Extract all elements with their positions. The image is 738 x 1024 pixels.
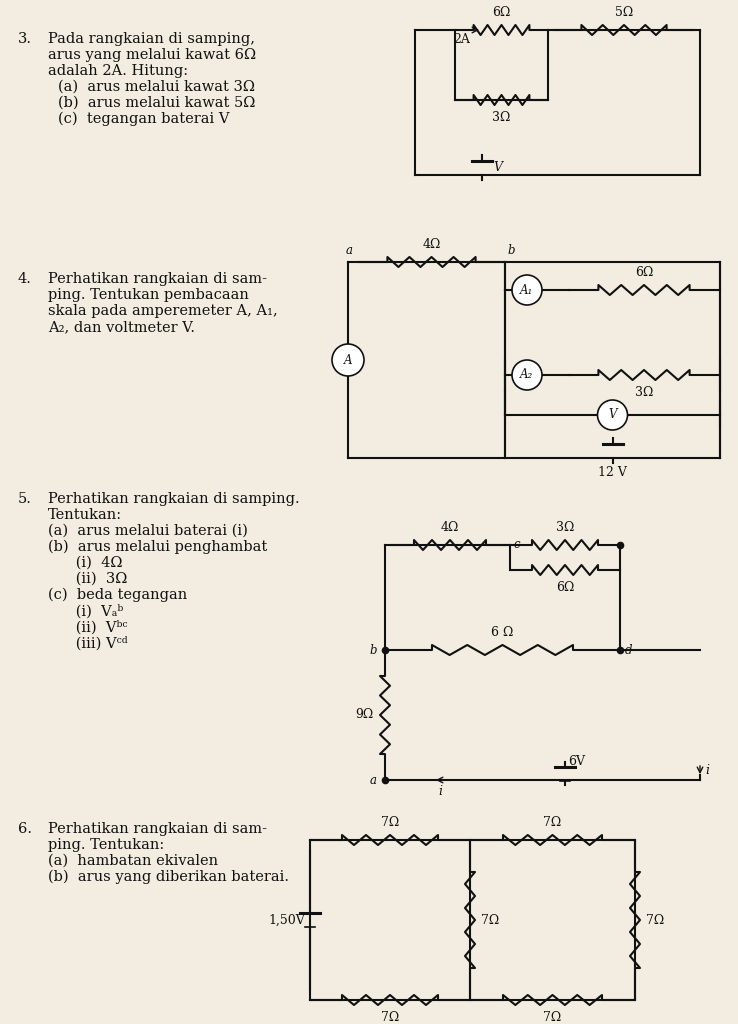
Text: (i)  4Ω: (i) 4Ω bbox=[48, 556, 123, 570]
Text: A₂, dan voltmeter V.: A₂, dan voltmeter V. bbox=[48, 319, 195, 334]
Text: 5.: 5. bbox=[18, 492, 32, 506]
Text: (b)  arus melalui penghambat: (b) arus melalui penghambat bbox=[48, 540, 267, 554]
Circle shape bbox=[332, 344, 364, 376]
Text: A: A bbox=[344, 353, 352, 367]
Text: (b)  arus melalui kawat 5Ω: (b) arus melalui kawat 5Ω bbox=[58, 96, 255, 110]
Circle shape bbox=[512, 275, 542, 305]
Text: (ii)  3Ω: (ii) 3Ω bbox=[48, 572, 128, 586]
Text: (b)  arus yang diberikan baterai.: (b) arus yang diberikan baterai. bbox=[48, 870, 289, 885]
Text: 3Ω: 3Ω bbox=[492, 111, 511, 124]
Circle shape bbox=[512, 360, 542, 390]
Text: 12 V: 12 V bbox=[598, 466, 627, 479]
Text: 6.: 6. bbox=[18, 822, 32, 836]
Text: i: i bbox=[438, 785, 442, 798]
Text: (a)  arus melalui baterai (i): (a) arus melalui baterai (i) bbox=[48, 524, 248, 538]
Text: 6V: 6V bbox=[568, 755, 585, 768]
Text: adalah 2A. Hitung:: adalah 2A. Hitung: bbox=[48, 63, 188, 78]
Text: 3Ω: 3Ω bbox=[635, 386, 653, 399]
Text: 9Ω: 9Ω bbox=[356, 709, 374, 722]
Text: A₁: A₁ bbox=[520, 284, 534, 297]
Text: arus yang melalui kawat 6Ω: arus yang melalui kawat 6Ω bbox=[48, 48, 256, 62]
Text: (a)  arus melalui kawat 3Ω: (a) arus melalui kawat 3Ω bbox=[58, 80, 255, 94]
Text: c: c bbox=[513, 539, 520, 552]
Text: 3Ω: 3Ω bbox=[556, 521, 574, 534]
Text: Perhatikan rangkaian di samping.: Perhatikan rangkaian di samping. bbox=[48, 492, 300, 506]
Text: 4Ω: 4Ω bbox=[422, 238, 441, 251]
Text: (c)  beda tegangan: (c) beda tegangan bbox=[48, 588, 187, 602]
Text: (i)  Vₐᵇ: (i) Vₐᵇ bbox=[48, 604, 123, 618]
Text: d: d bbox=[625, 643, 632, 656]
Text: a: a bbox=[370, 773, 377, 786]
Text: 3.: 3. bbox=[18, 32, 32, 46]
Circle shape bbox=[598, 400, 627, 430]
Text: 6Ω: 6Ω bbox=[556, 581, 574, 594]
Text: A₂: A₂ bbox=[520, 369, 534, 382]
Text: 5Ω: 5Ω bbox=[615, 6, 633, 19]
Text: ping. Tentukan:: ping. Tentukan: bbox=[48, 838, 165, 852]
Text: Pada rangkaian di samping,: Pada rangkaian di samping, bbox=[48, 32, 255, 46]
Text: skala pada amperemeter A, A₁,: skala pada amperemeter A, A₁, bbox=[48, 304, 277, 318]
Text: 7Ω: 7Ω bbox=[381, 816, 399, 829]
Text: (ii)  Vᵇᶜ: (ii) Vᵇᶜ bbox=[48, 620, 128, 634]
Text: Perhatikan rangkaian di sam-: Perhatikan rangkaian di sam- bbox=[48, 272, 267, 286]
Text: 7Ω: 7Ω bbox=[646, 913, 664, 927]
Text: i: i bbox=[705, 764, 709, 776]
Text: 4Ω: 4Ω bbox=[441, 521, 459, 534]
Text: b: b bbox=[508, 244, 516, 257]
Text: Perhatikan rangkaian di sam-: Perhatikan rangkaian di sam- bbox=[48, 822, 267, 836]
Text: 7Ω: 7Ω bbox=[543, 1011, 562, 1024]
Text: b: b bbox=[370, 643, 377, 656]
Text: ping. Tentukan pembacaan: ping. Tentukan pembacaan bbox=[48, 288, 249, 302]
Text: 6Ω: 6Ω bbox=[492, 6, 511, 19]
Text: 6 Ω: 6 Ω bbox=[492, 626, 514, 639]
Text: 1,50V: 1,50V bbox=[268, 913, 305, 927]
Text: (a)  hambatan ekivalen: (a) hambatan ekivalen bbox=[48, 854, 218, 868]
Text: V: V bbox=[608, 409, 617, 422]
Text: a: a bbox=[346, 244, 353, 257]
Text: 2A: 2A bbox=[453, 33, 470, 46]
Text: 4.: 4. bbox=[18, 272, 32, 286]
Text: (iii) Vᶜᵈ: (iii) Vᶜᵈ bbox=[48, 636, 128, 650]
Text: 6Ω: 6Ω bbox=[635, 266, 653, 279]
Text: 7Ω: 7Ω bbox=[543, 816, 562, 829]
Text: 7Ω: 7Ω bbox=[381, 1011, 399, 1024]
Text: (c)  tegangan baterai V: (c) tegangan baterai V bbox=[58, 112, 230, 126]
Text: V: V bbox=[494, 161, 503, 174]
Text: 7Ω: 7Ω bbox=[481, 913, 499, 927]
Text: Tentukan:: Tentukan: bbox=[48, 508, 122, 522]
